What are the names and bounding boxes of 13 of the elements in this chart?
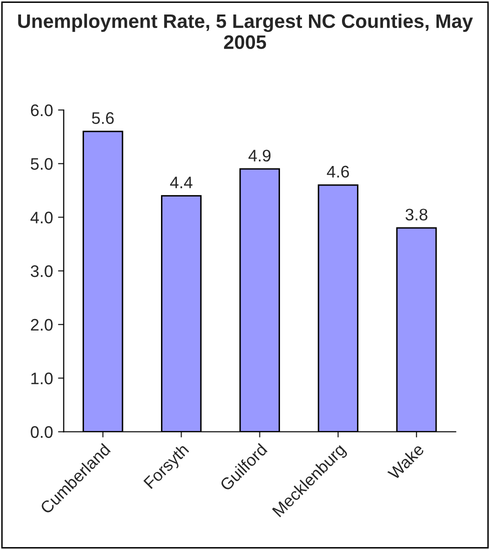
data-label: 4.9 bbox=[248, 150, 270, 162]
y-tick-label: 1.0 bbox=[31, 372, 53, 384]
y-tick-label: 3.0 bbox=[30, 265, 53, 278]
data-label: 3.8 bbox=[406, 208, 428, 221]
y-tick-label: 5.0 bbox=[30, 158, 53, 170]
y-tick-label: 6.0 bbox=[30, 104, 53, 116]
data-label: 4.6 bbox=[326, 166, 349, 178]
y-tick-label: 2.0 bbox=[30, 318, 53, 331]
chart-title: Unemployment Rate, 5 Largest NC Counties, May 2005 bbox=[18, 14, 473, 50]
y-tick-label: 0.0 bbox=[30, 426, 53, 438]
data-label: 4.4 bbox=[170, 176, 192, 188]
y-tick-label: 4.0 bbox=[30, 212, 53, 224]
data-label: 5.6 bbox=[92, 112, 114, 124]
